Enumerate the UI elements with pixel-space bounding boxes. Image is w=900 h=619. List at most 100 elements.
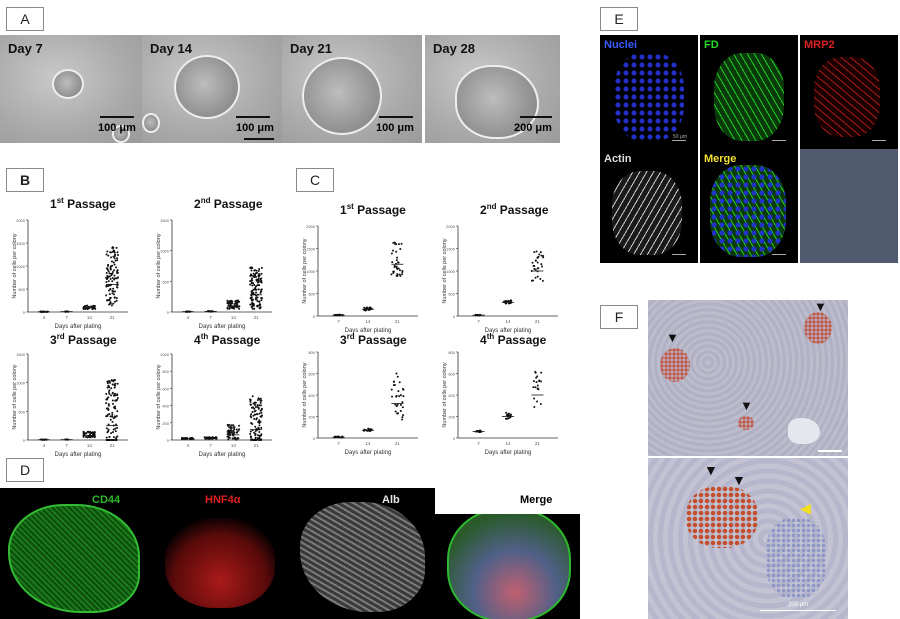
colony [455,65,539,139]
y-tick-label: 1500 [16,352,26,357]
data-point [111,431,114,434]
data-point [398,273,401,276]
data-point [229,431,232,434]
micrograph-day-7: Day 7 [0,35,142,143]
data-point [214,436,217,439]
y-axis-label: Number of cells per colony [156,233,162,298]
data-point [252,298,255,301]
data-point [259,401,262,404]
data-point [108,293,111,296]
data-point [112,439,115,441]
scale-bar [672,254,686,255]
scale-label: 100 μm [236,122,274,134]
colony [142,113,160,133]
fd-cluster [714,53,784,141]
data-point [391,261,394,264]
data-point [260,297,263,300]
data-point [251,267,254,270]
channel-label: Merge [704,153,737,165]
data-point [109,301,112,304]
data-point [111,383,114,386]
data-point [250,413,253,416]
data-point [84,432,87,435]
scale-bar [236,116,270,118]
data-point [105,272,108,275]
data-point [254,434,257,437]
channel-label: HNF4α [205,494,241,506]
data-point [506,413,509,416]
data-point [257,407,260,410]
data-point [534,386,537,389]
y-tick-label: 1000 [160,352,170,357]
y-tick-label: 500 [308,292,315,297]
y-tick-label: 0 [313,436,316,441]
data-point [112,261,115,264]
panel-e-label: E [600,7,638,31]
data-point [392,270,395,273]
data-point [113,269,116,272]
data-point [257,279,260,282]
stained-cluster [660,348,690,382]
data-point [105,392,108,395]
y-tick-label: 400 [162,404,169,409]
data-point [106,380,109,383]
data-point [536,400,539,403]
y-tick-label: 800 [448,350,455,355]
data-point [253,307,256,310]
panel-f-label: F [600,305,638,329]
data-point [230,426,233,429]
data-point [390,252,393,255]
data-point [540,371,543,374]
panel-a-label: A [6,7,44,31]
x-axis-label: Days after plating [345,450,392,456]
x-tick-label: 4 [43,315,46,320]
x-tick-label: 14 [87,443,93,448]
data-point [254,436,257,439]
arrowhead-icon: ◀ [800,500,811,516]
data-point [116,410,119,413]
data-point [260,299,263,302]
data-point [112,302,115,305]
data-point [260,407,263,410]
data-point [105,436,108,439]
data-point [257,426,260,429]
data-point [238,300,241,303]
colony-cd44 [8,504,140,613]
y-axis-label: Number of cells per colony [12,233,18,298]
data-point [116,281,119,284]
x-tick-label: 14 [505,441,511,446]
data-point [535,376,538,379]
micrograph-day-28: Day 28 [425,35,560,143]
data-point [392,381,395,384]
merge-image-d [435,514,580,619]
data-point [106,407,109,410]
data-point [257,288,260,291]
y-tick-label: 600 [162,386,169,391]
data-point [107,285,110,288]
arrowhead-icon: ▼ [732,472,746,488]
day-label: Day 7 [8,41,43,56]
colony-hnf4a [165,518,275,608]
x-tick-label: 21 [254,443,260,448]
data-point [251,395,254,398]
data-point [254,273,257,276]
data-point [250,269,253,272]
data-point [227,432,230,435]
data-point [111,411,114,414]
data-point [397,390,400,393]
data-point [108,392,111,395]
data-point [260,272,263,275]
data-point [110,432,113,435]
y-tick-label: 0 [23,438,26,443]
data-point [235,300,238,303]
x-tick-label: 7 [337,441,340,446]
data-point [259,397,262,400]
data-point [227,424,230,427]
data-point [106,398,109,401]
data-point [226,299,229,302]
data-point [228,437,231,440]
cd44-image: CD44 [0,488,145,619]
data-point [109,418,112,421]
data-point [110,394,113,397]
